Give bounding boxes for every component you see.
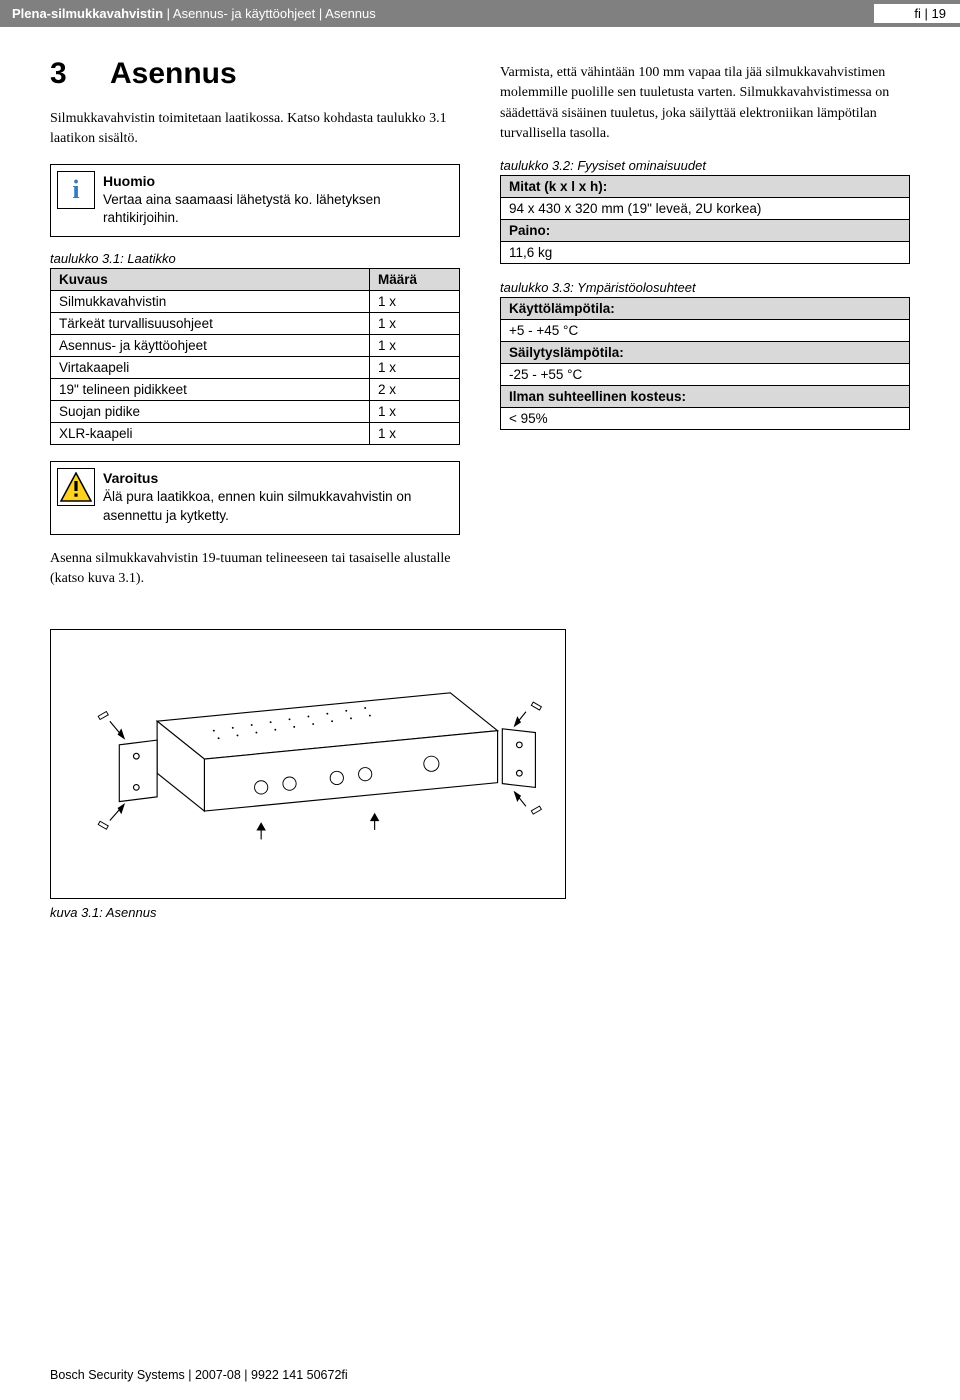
left-column: 3Asennus Silmukkavahvistin toimitetaan l… [50,57,460,604]
table-row: Silmukkavahvistin1 x [51,291,460,313]
breadcrumb: Plena-silmukkavahvistin | Asennus- ja kä… [12,6,376,21]
table-row: 19" telineen pidikkeet2 x [51,379,460,401]
intro-paragraph: Silmukkavahvistin toimitetaan laatikossa… [50,109,460,150]
section-heading: 3Asennus [50,57,460,91]
table-row: Virtakaapeli1 x [51,357,460,379]
table1-cell-qty: 1 x [370,401,460,423]
spec-label: Säilytyslämpötila: [501,342,910,364]
table1-cell-desc: Virtakaapeli [51,357,370,379]
install-paragraph: Asenna silmukkavahvistin 19-tuuman telin… [50,549,460,590]
spec-value: -25 - +55 °C [501,364,910,386]
figure-caption: kuva 3.1: Asennus [50,905,566,920]
device-illustration [72,655,545,873]
table-row: 94 x 430 x 320 mm (19" leveä, 2U korkea) [501,198,910,220]
warning-body: Älä pura laatikkoa, ennen kuin silmukkav… [103,488,449,526]
spec-label: Ilman suhteellinen kosteus: [501,386,910,408]
table-physical: Mitat (k x l x h):94 x 430 x 320 mm (19"… [500,175,910,264]
table-row: +5 - +45 °C [501,320,910,342]
section-title-text: Asennus [110,57,237,90]
warning-icon [57,468,95,506]
table1-col1: Määrä [370,269,460,291]
notice-title: Huomio [103,173,449,189]
header-page: 19 [932,6,946,21]
header-section: Asennus [325,6,376,21]
spec-label: Käyttölämpötila: [501,298,910,320]
spec-label: Paino: [501,220,910,242]
spec-label: Mitat (k x l x h): [501,176,910,198]
page-header: Plena-silmukkavahvistin | Asennus- ja kä… [0,0,960,27]
table1-cell-desc: 19" telineen pidikkeet [51,379,370,401]
table1-cell-qty: 1 x [370,423,460,445]
table-row: -25 - +55 °C [501,364,910,386]
table-row: Suojan pidike1 x [51,401,460,423]
right-column: Varmista, että vähintään 100 mm vapaa ti… [500,57,910,604]
table-environment: Käyttölämpötila:+5 - +45 °CSäilytyslämpö… [500,297,910,430]
table1-cell-desc: XLR-kaapeli [51,423,370,445]
spec-value: < 95% [501,408,910,430]
table-row: 11,6 kg [501,242,910,264]
table1-cell-desc: Tärkeät turvallisuusohjeet [51,313,370,335]
table1-caption: taulukko 3.1: Laatikko [50,251,460,266]
warning-box: Varoitus Älä pura laatikkoa, ennen kuin … [50,461,460,535]
figure-box [50,629,566,899]
table1-cell-qty: 2 x [370,379,460,401]
page-footer: Bosch Security Systems | 2007-08 | 9922 … [50,1368,348,1382]
table3-caption: taulukko 3.3: Ympäristöolosuhteet [500,280,910,295]
table-row: Ilman suhteellinen kosteus: [501,386,910,408]
table-row: Paino: [501,220,910,242]
spec-value: 94 x 430 x 320 mm (19" leveä, 2U korkea) [501,198,910,220]
spec-value: +5 - +45 °C [501,320,910,342]
table-row: Käyttölämpötila: [501,298,910,320]
table-row: Asennus- ja käyttöohjeet1 x [51,335,460,357]
info-icon: i [57,171,95,209]
table-row: Tärkeät turvallisuusohjeet1 x [51,313,460,335]
table1-cell-desc: Silmukkavahvistin [51,291,370,313]
table1-cell-desc: Asennus- ja käyttöohjeet [51,335,370,357]
table1-cell-qty: 1 x [370,313,460,335]
header-product: Plena-silmukkavahvistin [12,6,163,21]
table-row: Säilytyslämpötila: [501,342,910,364]
notice-box: i Huomio Vertaa aina saamaasi lähetystä … [50,164,460,238]
spec-value: 11,6 kg [501,242,910,264]
table1-cell-qty: 1 x [370,357,460,379]
table-row: XLR-kaapeli1 x [51,423,460,445]
table1-cell-qty: 1 x [370,291,460,313]
figure-container: kuva 3.1: Asennus [50,629,566,920]
table1-cell-qty: 1 x [370,335,460,357]
table-box-contents: Kuvaus Määrä Silmukkavahvistin1 xTärkeät… [50,268,460,445]
table1-cell-desc: Suojan pidike [51,401,370,423]
ventilation-paragraph: Varmista, että vähintään 100 mm vapaa ti… [500,63,910,144]
table-row: Mitat (k x l x h): [501,176,910,198]
table2-caption: taulukko 3.2: Fyysiset ominaisuudet [500,158,910,173]
table-row: < 95% [501,408,910,430]
table1-col0: Kuvaus [51,269,370,291]
warning-title: Varoitus [103,470,449,486]
notice-body: Vertaa aina saamaasi lähetystä ko. lähet… [103,191,449,229]
section-number: 3 [50,57,110,91]
header-doc: Asennus- ja käyttöohjeet [173,6,315,21]
page-indicator: fi | 19 [874,10,948,17]
